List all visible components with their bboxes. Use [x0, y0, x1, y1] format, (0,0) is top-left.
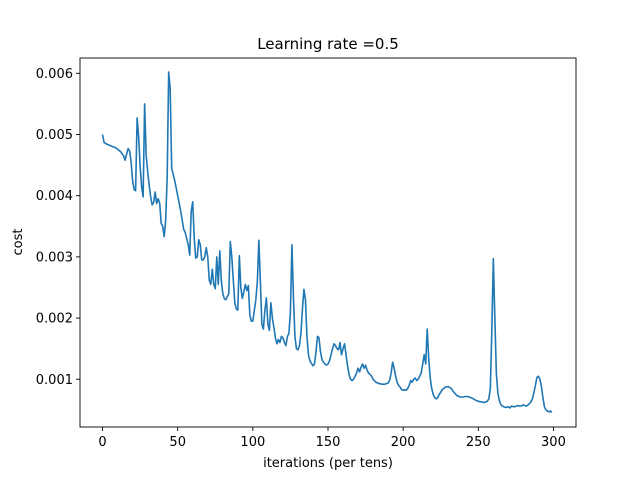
y-tick-label: 0.002	[36, 312, 73, 327]
chart-title: Learning rate =0.5	[257, 35, 399, 53]
y-tick-label: 0.001	[36, 373, 73, 388]
x-tick-label: 150	[316, 435, 341, 450]
x-axis-ticks: 0 50 100 150 200 250 300	[98, 427, 566, 450]
y-tick-label: 0.003	[36, 250, 73, 265]
x-tick-label: 50	[169, 435, 186, 450]
y-tick-label: 0.006	[36, 67, 73, 82]
y-tick-label: 0.004	[36, 189, 73, 204]
x-tick-label: 100	[240, 435, 265, 450]
y-axis-ticks: 0.001 0.002 0.003 0.004 0.005 0.006	[36, 67, 80, 388]
x-tick-label: 0	[98, 435, 106, 450]
y-tick-label: 0.005	[36, 128, 73, 143]
plot-area: 0 50 100 150 200 250 300 0.0010.0020.0030.0040…	[36, 57, 577, 450]
x-tick-label: 250	[466, 435, 491, 450]
x-tick-label: 300	[541, 435, 566, 450]
y-axis-label: cost	[11, 229, 26, 256]
x-axis-label: iterations (per tens)	[263, 456, 393, 471]
axes-frame	[79, 57, 577, 428]
cost-series-line	[101, 71, 553, 413]
x-tick-label: 200	[391, 435, 416, 450]
